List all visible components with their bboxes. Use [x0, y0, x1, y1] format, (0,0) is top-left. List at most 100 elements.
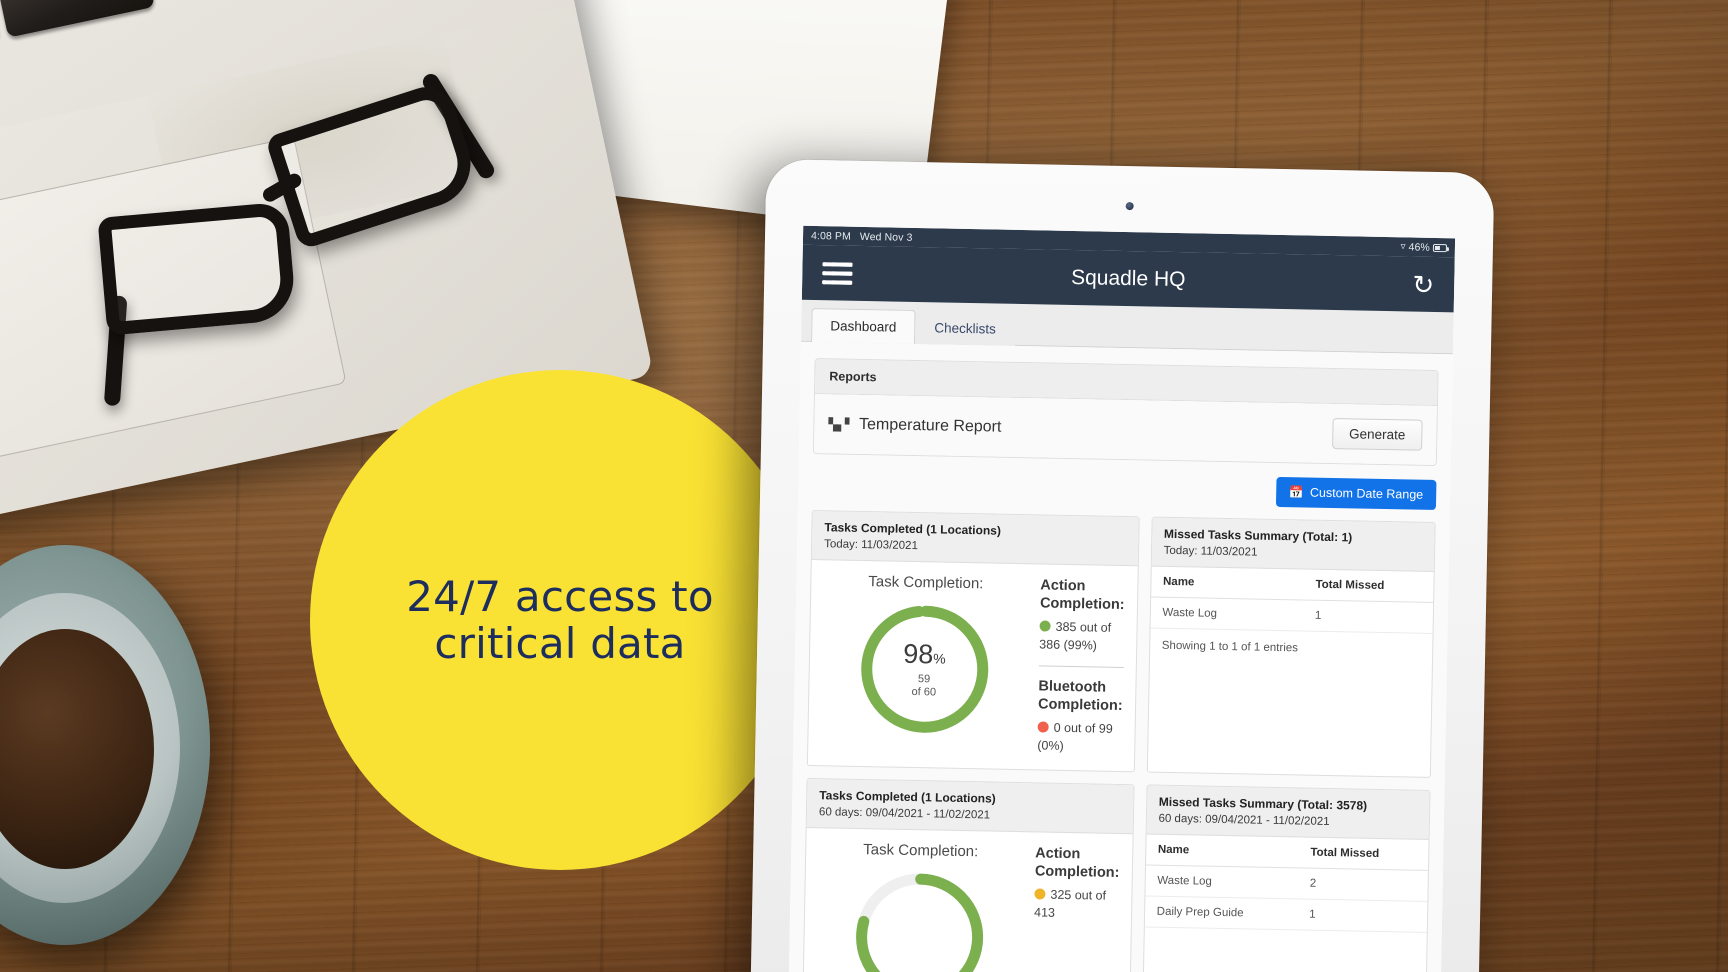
front-camera	[1125, 201, 1134, 211]
donut-column: Task Completion: 98%	[820, 572, 1028, 754]
battery-icon	[1432, 243, 1448, 252]
card-missed-tasks-today: Missed Tasks Summary (Total: 1) Today: 1…	[1146, 516, 1436, 778]
column-header-name[interactable]: Name	[1145, 834, 1299, 868]
donut-progress	[860, 605, 988, 733]
promo-badge: 24/7 access to critical data	[310, 370, 810, 870]
tablet-device: 4:08 PM Wed Nov 3 ▿ 46% Squadle HQ	[749, 159, 1495, 972]
card-title: Missed Tasks Summary (Total: 3578)	[1158, 794, 1368, 813]
dashboard-card-grid: Tasks Completed (1 Locations) Today: 11/…	[802, 510, 1436, 972]
donut-svg	[860, 605, 988, 733]
glasses-lens-left	[97, 201, 297, 336]
custom-date-range-button[interactable]: 📅 Custom Date Range	[1275, 476, 1437, 511]
card-subtitle: 60 days: 09/04/2021 - 11/02/2021	[1158, 812, 1330, 829]
status-dot-green	[1039, 620, 1051, 632]
report-name: ▚▖▘ Temperature Report	[828, 415, 1332, 443]
cell-name: Waste Log	[1150, 597, 1304, 631]
cell-total-missed: 1	[1296, 898, 1428, 933]
status-bar-left: 4:08 PM Wed Nov 3	[811, 229, 913, 243]
table-body: Waste Log 1	[1150, 597, 1434, 634]
card-title: Tasks Completed (1 Locations)	[819, 788, 996, 806]
table-body: Waste Log 2 Daily Prep Guide 1	[1144, 865, 1428, 933]
card-tasks-completed-60days: Tasks Completed (1 Locations) 60 days: 0…	[802, 777, 1135, 972]
column-header-total-missed[interactable]: Total Missed	[1303, 569, 1434, 603]
tablet-screen: 4:08 PM Wed Nov 3 ▿ 46% Squadle HQ	[787, 225, 1456, 972]
coffee-liquid	[0, 629, 154, 869]
card-title: Tasks Completed (1 Locations)	[824, 520, 1002, 538]
card-body: Task Completion: 98%	[808, 560, 1137, 768]
menu-line	[822, 279, 853, 285]
tab-dashboard[interactable]: Dashboard	[811, 307, 916, 344]
task-completion-donut: 98% 59 of 60	[853, 598, 996, 741]
donut-label: Task Completion:	[863, 841, 979, 861]
bluetooth-completion-title: Bluetooth Completion:	[1037, 677, 1123, 714]
menu-bar	[831, 270, 853, 276]
action-completion-pct: (99%)	[1063, 638, 1098, 653]
card-missed-tasks-60days: Missed Tasks Summary (Total: 3578) 60 da…	[1141, 784, 1431, 972]
reports-panel-body: ▚▖▘ Temperature Report Generate	[813, 394, 1437, 465]
tab-checklists[interactable]: Checklists	[915, 309, 1016, 346]
action-completion-title: Action Completion:	[1039, 577, 1125, 614]
bluetooth-completion-value: 0 out of 99 (0%)	[1037, 718, 1122, 756]
missed-tasks-table: Name Total Missed Waste Log 2	[1144, 834, 1429, 933]
task-completion-donut	[848, 866, 991, 972]
hamburger-menu-icon[interactable]	[822, 261, 853, 285]
menu-bar	[831, 279, 853, 285]
bluetooth-completion-count: 0 out of 99	[1053, 720, 1113, 736]
report-label: Temperature Report	[858, 415, 1002, 436]
menu-line	[822, 261, 853, 267]
custom-date-range-label: Custom Date Range	[1309, 485, 1424, 502]
promo-headline-line2: critical data	[434, 619, 686, 668]
dashboard-content: Reports ▚▖▘ Temperature Report Generate	[787, 341, 1453, 972]
bar-chart-icon: ▚▖▘	[828, 416, 854, 432]
status-dot-red	[1037, 721, 1049, 733]
card-body: Task Completion: Actio	[803, 828, 1132, 972]
donut-section: Task Completion: 98%	[820, 572, 1125, 756]
promo-headline-line1: 24/7 access to	[406, 571, 714, 621]
bluetooth-completion-pct: (0%)	[1037, 738, 1064, 753]
table-entries-info: Showing 1 to 1 of 1 entries	[1161, 639, 1299, 655]
donut-section: Task Completion: Actio	[815, 840, 1120, 972]
action-completion-title: Action Completion:	[1034, 845, 1120, 882]
donut-svg	[855, 873, 983, 972]
action-completion-value: 385 out of 386 (99%)	[1039, 618, 1124, 656]
divider	[1038, 664, 1124, 668]
calendar-icon: 📅	[1288, 485, 1305, 500]
status-time: 4:08 PM	[810, 229, 851, 243]
table-row: Waste Log 1	[1150, 597, 1434, 634]
glasses-lens-right	[264, 79, 482, 251]
status-date: Wed Nov 3	[859, 230, 913, 244]
table-row: Daily Prep Guide 1	[1144, 895, 1428, 933]
column-header-total-missed[interactable]: Total Missed	[1298, 837, 1429, 871]
donut-percent-value: 98	[902, 639, 934, 670]
column-header-name[interactable]: Name	[1150, 566, 1304, 600]
donut-progress	[855, 873, 983, 972]
cell-total-missed: 2	[1297, 867, 1428, 902]
coffee-cup	[0, 545, 210, 945]
stats-column: Action Completion: 325 out of 413	[1030, 844, 1120, 972]
card-subtitle: Today: 11/03/2021	[1163, 544, 1258, 559]
card-header: Tasks Completed (1 Locations) Today: 11/…	[811, 511, 1139, 567]
action-completion-value: 325 out of 413	[1034, 886, 1119, 924]
card-title: Missed Tasks Summary (Total: 1)	[1163, 526, 1353, 545]
spacebar-key	[0, 0, 156, 38]
promo-headline: 24/7 access to critical data	[366, 573, 754, 667]
battery-percent: 46%	[1408, 240, 1431, 254]
menu-bar	[831, 261, 853, 267]
menu-line	[822, 270, 853, 276]
card-header: Tasks Completed (1 Locations) 60 days: 0…	[806, 778, 1134, 835]
key-row-4	[0, 0, 156, 71]
donut-label: Task Completion:	[868, 573, 984, 593]
card-header: Missed Tasks Summary (Total: 1) Today: 1…	[1151, 517, 1435, 572]
status-bar-right: ▿ 46%	[1400, 240, 1448, 254]
card-subtitle: 60 days: 09/04/2021 - 11/02/2021	[818, 806, 991, 822]
cell-name: Waste Log	[1145, 865, 1299, 899]
refresh-icon[interactable]: ↻	[1412, 269, 1435, 300]
donut-percent: 98%	[903, 639, 946, 671]
generate-button[interactable]: Generate	[1331, 418, 1423, 451]
donut-center-label: 98% 59 of 60	[853, 598, 996, 741]
card-body: Name Total Missed Waste Log 1	[1149, 566, 1434, 668]
donut-column: Task Completion:	[815, 840, 1023, 972]
donut-fraction: 59 of 60	[911, 673, 936, 699]
app-title: Squadle HQ	[1070, 265, 1186, 291]
